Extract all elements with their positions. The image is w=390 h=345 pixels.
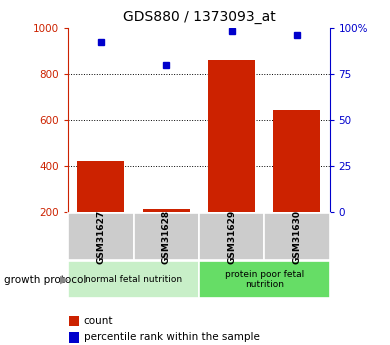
Text: protein poor fetal
nutrition: protein poor fetal nutrition xyxy=(225,270,304,289)
Bar xyxy=(143,209,190,212)
Bar xyxy=(273,109,321,212)
Bar xyxy=(77,161,124,212)
Title: GDS880 / 1373093_at: GDS880 / 1373093_at xyxy=(122,10,275,24)
Text: percentile rank within the sample: percentile rank within the sample xyxy=(84,333,260,342)
Text: GSM31630: GSM31630 xyxy=(292,210,301,264)
Text: ▶: ▶ xyxy=(60,275,69,285)
Text: normal fetal nutrition: normal fetal nutrition xyxy=(85,275,182,284)
Text: growth protocol: growth protocol xyxy=(4,275,86,285)
Text: GSM31628: GSM31628 xyxy=(162,210,171,264)
Text: GSM31629: GSM31629 xyxy=(227,209,236,264)
Text: GSM31627: GSM31627 xyxy=(96,209,105,264)
Bar xyxy=(208,60,255,212)
Text: count: count xyxy=(84,316,113,326)
